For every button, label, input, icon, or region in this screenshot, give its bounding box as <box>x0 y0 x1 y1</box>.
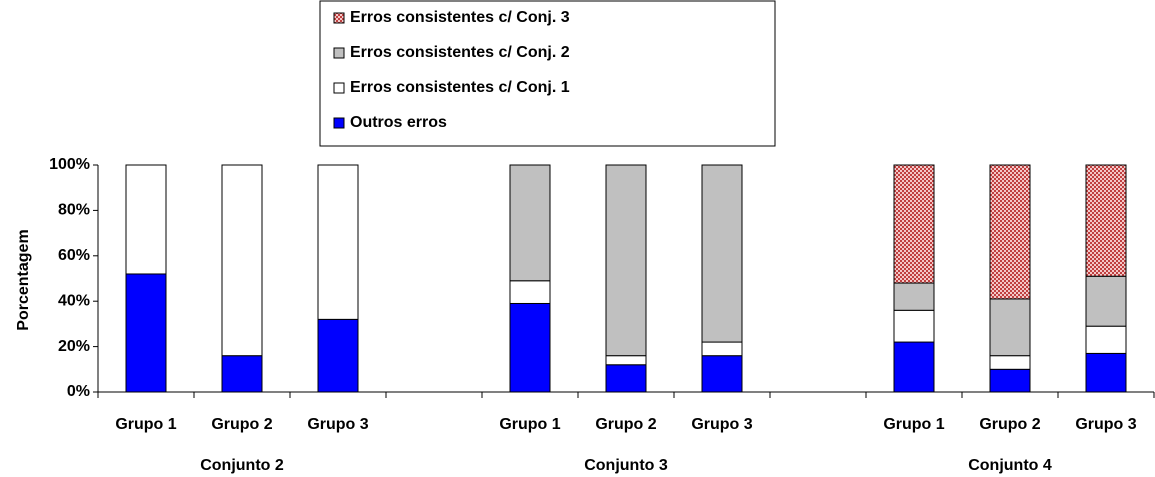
x-tick-label: Grupo 2 <box>595 416 656 433</box>
y-tick-label: 60% <box>58 247 90 264</box>
x-tick-label: Grupo 3 <box>1075 416 1136 433</box>
legend-box <box>319 0 776 147</box>
x-tick-label: Grupo 3 <box>691 416 752 433</box>
bar-segment <box>125 164 167 275</box>
bar-segment <box>509 280 551 304</box>
legend-label: Erros consistentes c/ Conj. 2 <box>350 44 570 61</box>
group-label: Conjunto 3 <box>584 457 668 474</box>
x-tick-label: Grupo 1 <box>115 416 176 433</box>
y-tick-label: 40% <box>58 292 90 309</box>
bar-segment <box>989 355 1031 370</box>
bar-segment <box>317 164 359 320</box>
legend-swatch <box>333 47 345 59</box>
bar-segment <box>317 318 359 393</box>
group-label: Conjunto 4 <box>968 457 1052 474</box>
bar-segment <box>893 341 935 393</box>
bar-segment <box>605 164 647 357</box>
y-tick-label: 100% <box>49 156 90 173</box>
bar-segment <box>509 302 551 393</box>
legend-swatch <box>333 117 345 129</box>
bar-segment <box>125 273 167 393</box>
bar-segment <box>893 309 935 343</box>
bar-segment <box>509 164 551 282</box>
bar-segment <box>605 364 647 393</box>
bar-segment <box>221 164 263 357</box>
bar-segment <box>989 298 1031 357</box>
y-tick-label: 80% <box>58 202 90 219</box>
legend-label: Erros consistentes c/ Conj. 1 <box>350 79 570 96</box>
x-tick-label: Grupo 1 <box>499 416 560 433</box>
group-label: Conjunto 2 <box>200 457 284 474</box>
bar-segment <box>1085 352 1127 393</box>
bar-segment <box>701 164 743 343</box>
bar-segment <box>701 341 743 357</box>
bar-segment <box>1085 164 1127 277</box>
bar-segment <box>701 355 743 393</box>
bar-segment <box>893 164 935 284</box>
x-tick-label: Grupo 1 <box>883 416 944 433</box>
legend-label: Outros erros <box>350 114 447 131</box>
x-tick-label: Grupo 2 <box>211 416 272 433</box>
y-tick-label: 20% <box>58 338 90 355</box>
legend-swatch <box>333 82 345 94</box>
legend-label: Erros consistentes c/ Conj. 3 <box>350 9 570 26</box>
x-tick-label: Grupo 3 <box>307 416 368 433</box>
y-tick-label: 0% <box>67 383 90 400</box>
legend-swatch <box>333 12 345 24</box>
bar-segment <box>605 355 647 366</box>
bar-segment <box>1085 275 1127 327</box>
bar-segment <box>989 368 1031 393</box>
bar-segment <box>221 355 263 393</box>
bar-segment <box>893 282 935 311</box>
bar-segment <box>1085 325 1127 354</box>
bar-segment <box>989 164 1031 300</box>
y-axis-label: Porcentagem <box>15 229 32 330</box>
x-tick-label: Grupo 2 <box>979 416 1040 433</box>
